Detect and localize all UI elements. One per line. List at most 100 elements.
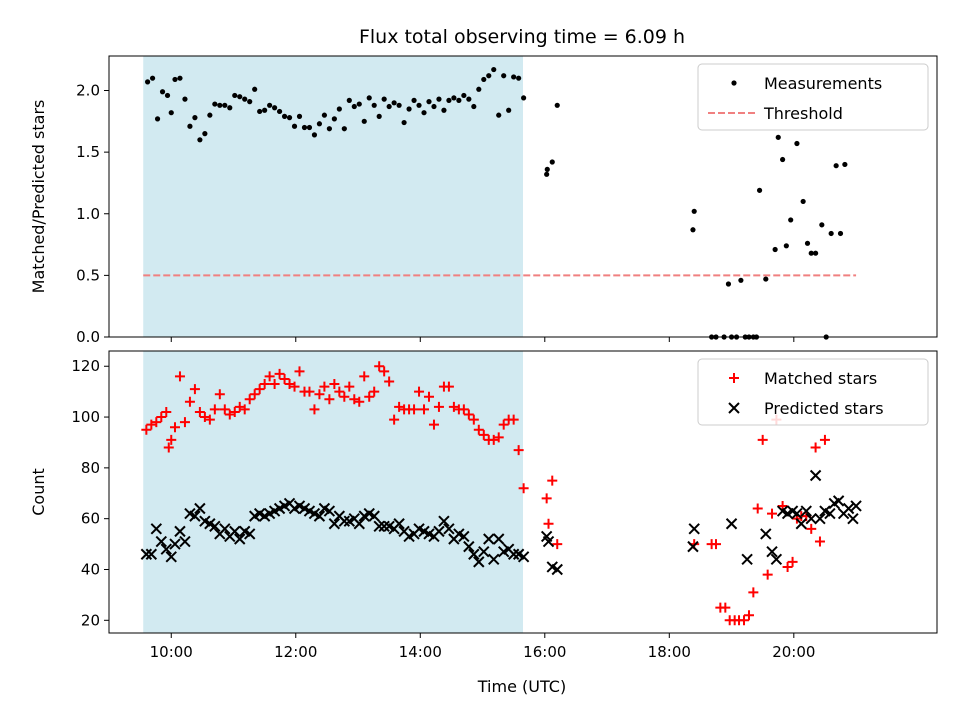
data-point bbox=[159, 89, 166, 95]
matched-star-marker bbox=[344, 381, 355, 392]
data-point bbox=[336, 106, 342, 112]
matched-star-marker bbox=[814, 536, 825, 547]
legend-marker bbox=[731, 80, 737, 86]
predicted-star-marker bbox=[842, 502, 855, 515]
data-point bbox=[144, 79, 151, 85]
matched-star-marker bbox=[249, 389, 260, 400]
plot-frame bbox=[108, 350, 938, 634]
data-point bbox=[416, 102, 422, 108]
predicted-star-marker bbox=[458, 530, 470, 543]
data-point bbox=[316, 121, 323, 127]
legend-label: Matched stars bbox=[764, 369, 877, 388]
matched-star-marker bbox=[508, 414, 519, 425]
matched-star-marker bbox=[443, 381, 454, 392]
data-point bbox=[326, 126, 332, 132]
matched-star-marker bbox=[552, 539, 563, 550]
matched-star-marker bbox=[354, 396, 365, 407]
matched-star-marker bbox=[294, 366, 305, 377]
predicted-star-marker bbox=[493, 533, 505, 545]
x-tick-label: 16:00 bbox=[523, 643, 566, 661]
data-point bbox=[376, 113, 382, 119]
data-point bbox=[819, 222, 825, 228]
predicted-star-marker bbox=[473, 556, 485, 568]
matched-star-marker bbox=[259, 379, 270, 390]
predicted-star-marker bbox=[438, 515, 450, 527]
data-point bbox=[306, 124, 313, 131]
data-point bbox=[783, 243, 789, 249]
data-point bbox=[406, 106, 412, 112]
data-point bbox=[549, 159, 555, 165]
predicted-star-marker bbox=[443, 523, 455, 535]
data-point bbox=[411, 97, 417, 103]
matched-star-marker bbox=[710, 539, 721, 550]
data-point bbox=[842, 161, 848, 168]
data-point bbox=[461, 92, 467, 99]
matched-star-marker bbox=[254, 384, 265, 395]
predicted-star-marker bbox=[165, 551, 177, 563]
predicted-star-marker bbox=[478, 545, 490, 558]
matched-star-marker bbox=[329, 379, 340, 390]
matched-star-marker bbox=[478, 429, 489, 440]
data-point bbox=[401, 119, 407, 126]
predicted-star-marker bbox=[179, 535, 191, 548]
predicted-star-marker bbox=[507, 548, 520, 560]
matched-star-marker bbox=[141, 424, 152, 435]
data-point bbox=[386, 103, 392, 110]
matched-star-marker bbox=[279, 373, 290, 384]
predicted-star-marker bbox=[328, 518, 341, 530]
data-point bbox=[756, 187, 763, 193]
data-point bbox=[808, 250, 814, 256]
data-point bbox=[491, 66, 497, 73]
data-point bbox=[486, 73, 492, 79]
matched-star-marker bbox=[169, 422, 180, 433]
predicted-star-marker bbox=[725, 518, 738, 530]
data-point bbox=[361, 118, 367, 124]
matched-star-marker bbox=[463, 409, 474, 420]
data-point bbox=[262, 107, 268, 113]
data-point bbox=[436, 96, 442, 102]
data-point bbox=[391, 100, 397, 106]
matched-star-marker bbox=[473, 424, 484, 435]
data-point bbox=[341, 126, 347, 132]
matched-star-marker bbox=[384, 376, 395, 387]
matched-star-marker bbox=[314, 389, 325, 400]
matched-star-marker bbox=[743, 610, 754, 621]
plot-frame bbox=[108, 55, 938, 338]
predicted-star-marker bbox=[814, 512, 826, 525]
matched-star-marker bbox=[166, 434, 177, 445]
data-point bbox=[197, 137, 203, 143]
predicted-star-marker bbox=[517, 551, 530, 563]
data-point bbox=[356, 101, 362, 107]
data-point bbox=[501, 73, 507, 79]
matched-star-marker bbox=[274, 368, 285, 379]
matched-star-marker bbox=[163, 442, 174, 453]
data-point bbox=[544, 166, 550, 172]
matched-star-marker bbox=[720, 602, 731, 613]
data-point bbox=[207, 112, 213, 118]
predicted-star-marker bbox=[850, 500, 862, 512]
data-point bbox=[833, 163, 839, 169]
legend-box bbox=[697, 63, 929, 131]
matched-star-marker bbox=[782, 561, 793, 572]
data-point bbox=[496, 112, 502, 118]
data-point bbox=[763, 276, 769, 282]
matched-star-marker bbox=[433, 401, 444, 412]
matched-star-marker bbox=[264, 371, 275, 382]
data-point bbox=[177, 75, 183, 81]
predicted-star-marker bbox=[209, 520, 221, 533]
matched-star-marker bbox=[189, 384, 200, 395]
matched-star-marker bbox=[468, 414, 479, 425]
data-point bbox=[794, 140, 800, 147]
predicted-star-marker bbox=[234, 533, 246, 545]
predicted-star-marker bbox=[313, 510, 326, 522]
data-point bbox=[481, 76, 487, 83]
matched-star-marker bbox=[428, 419, 439, 430]
matched-star-marker bbox=[179, 417, 190, 428]
data-point bbox=[301, 124, 308, 131]
matched-star-marker bbox=[513, 445, 524, 456]
predicted-star-marker bbox=[488, 553, 500, 566]
legend-label: Predicted stars bbox=[764, 399, 884, 418]
predicted-star-marker bbox=[169, 538, 181, 550]
predicted-star-marker bbox=[468, 548, 480, 560]
predicted-star-marker bbox=[229, 525, 241, 538]
